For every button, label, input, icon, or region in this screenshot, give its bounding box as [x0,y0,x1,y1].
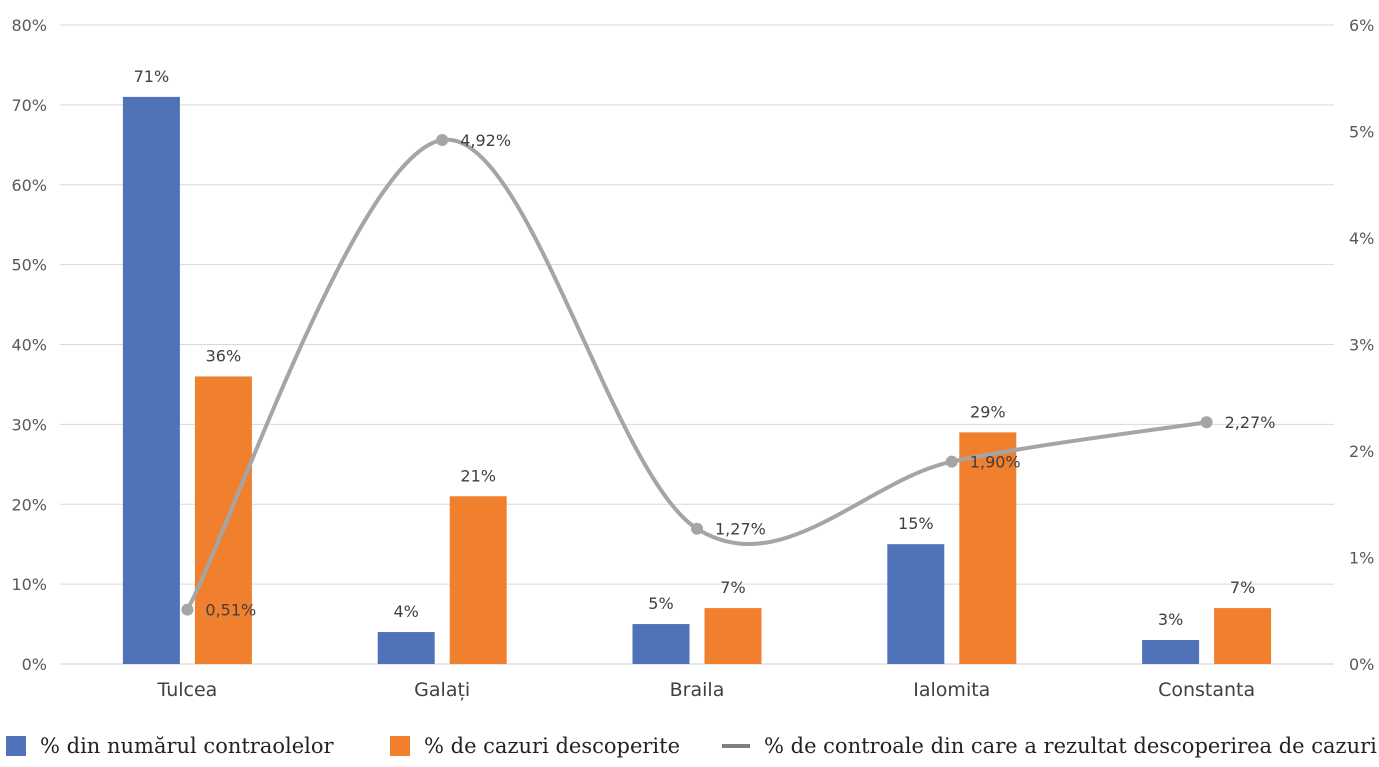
line-data-label: 1,27% [715,520,766,539]
legend-label-cazuri: % de cazuri descoperite [424,734,681,758]
gridlines [60,24,1334,665]
legend-item-cazuri: % de cazuri descoperite [390,734,680,758]
bar-data-label: 36% [206,346,242,365]
bar-cazuri [194,376,252,664]
bars [122,96,1272,664]
line-path [185,137,1209,612]
bar-contraole [1142,640,1200,664]
right-tick-label: 6% [1349,16,1374,35]
bar-contraole [887,544,945,664]
bar-data-label: 15% [898,514,934,533]
line-marker [181,603,194,616]
left-tick-label: 10% [11,575,47,594]
bar-data-label: 4% [394,602,419,621]
line-marker [945,455,958,468]
bar-data-label: 7% [1230,578,1255,597]
legend-item-controale: % de controale din care a rezultat desco… [722,734,1377,758]
bar-contraole [377,632,435,664]
line-data-label: 0,51% [205,601,256,620]
left-tick-label: 80% [11,16,47,35]
legend: % din numărul contraolelor % de cazuri d… [0,734,1379,764]
legend-swatch-orange [390,736,410,756]
legend-swatch-blue [6,736,26,756]
line-data-label: 1,90% [970,453,1021,472]
right-tick-label: 3% [1349,336,1374,355]
bar-data-label: 7% [720,578,745,597]
line-data-label: 4,92% [460,131,511,150]
chart: 0% 10% 20% 30% 40% 50% 60% 70% 80% 0% 1% 2% 3% 4% 5% 6… [11,16,1374,701]
left-tick-label: 0% [22,655,47,674]
line-series [181,134,1213,616]
legend-item-contraole: % din numărul contraolelor [6,734,334,758]
bar-data-label: 5% [648,594,673,613]
bar-cazuri [704,608,762,664]
bar-cazuri [959,432,1017,664]
right-tick-label: 5% [1349,123,1374,142]
category-label: Galați [414,679,470,701]
category-label: Braila [670,679,725,701]
bar-cazuri [1214,608,1272,664]
bar-data-label: 3% [1158,610,1183,629]
left-tick-label: 30% [11,415,47,434]
bar-data-label: 29% [970,402,1006,421]
bar-labels: 71% 36% 4% 21% 5% 7% 15% 29% 3% 7% [134,67,1256,629]
right-tick-label: 4% [1349,229,1374,248]
legend-label-controale: % de controale din care a rezultat desco… [764,734,1377,758]
line-marker [436,134,449,147]
left-tick-label: 60% [11,176,47,195]
line-marker [1200,416,1213,429]
right-tick-label: 2% [1349,442,1374,461]
bar-contraole [122,96,180,664]
bar-data-label: 21% [460,466,496,485]
bar-data-label: 71% [134,67,170,86]
right-tick-label: 1% [1349,549,1374,568]
category-label: Constanta [1158,679,1255,701]
legend-swatch-line [722,744,750,748]
category-axis: Tulcea Galați Braila Ialomita Constanta [156,679,1255,701]
left-tick-label: 70% [11,96,47,115]
line-marker [691,522,703,535]
category-label: Ialomita [913,679,990,701]
category-label: Tulcea [156,679,217,701]
right-tick-label: 0% [1349,655,1374,674]
left-tick-label: 50% [11,256,47,275]
left-axis: 0% 10% 20% 30% 40% 50% 60% 70% 80% [11,16,47,674]
left-tick-label: 40% [11,336,47,355]
bar-contraole [632,624,690,664]
line-labels: 0,51% 4,92% 1,27% 1,90% 2,27% [205,131,1275,620]
legend-label-contraole: % din numărul contraolelor [40,734,334,758]
line-data-label: 2,27% [1225,413,1276,432]
bar-cazuri [449,496,507,664]
left-tick-label: 20% [11,495,47,514]
right-axis: 0% 1% 2% 3% 4% 5% 6% [1349,16,1374,674]
